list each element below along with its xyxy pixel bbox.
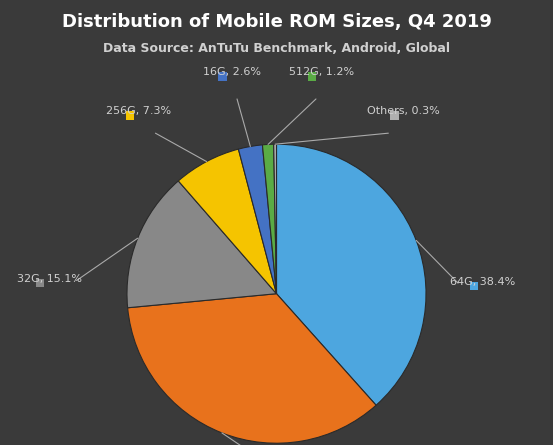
Wedge shape — [238, 145, 276, 294]
FancyBboxPatch shape — [390, 111, 399, 120]
FancyBboxPatch shape — [308, 73, 316, 81]
Text: 512G, 1.2%: 512G, 1.2% — [289, 67, 354, 77]
FancyBboxPatch shape — [36, 279, 44, 287]
Wedge shape — [274, 144, 276, 294]
Text: 32G, 15.1%: 32G, 15.1% — [17, 274, 82, 284]
Text: Data Source: AnTuTu Benchmark, Android, Global: Data Source: AnTuTu Benchmark, Android, … — [103, 42, 450, 55]
Text: 256G, 7.3%: 256G, 7.3% — [106, 106, 171, 116]
Wedge shape — [127, 181, 276, 308]
Text: 64G, 38.4%: 64G, 38.4% — [450, 277, 515, 287]
FancyBboxPatch shape — [469, 282, 478, 290]
Wedge shape — [263, 144, 276, 294]
Wedge shape — [178, 149, 276, 294]
Text: Others, 0.3%: Others, 0.3% — [367, 106, 440, 116]
Wedge shape — [276, 144, 426, 405]
Text: 16G, 2.6%: 16G, 2.6% — [202, 67, 260, 77]
Text: Distribution of Mobile ROM Sizes, Q4 2019: Distribution of Mobile ROM Sizes, Q4 201… — [61, 13, 492, 31]
FancyBboxPatch shape — [126, 111, 134, 120]
Wedge shape — [128, 294, 376, 443]
FancyBboxPatch shape — [218, 73, 227, 81]
